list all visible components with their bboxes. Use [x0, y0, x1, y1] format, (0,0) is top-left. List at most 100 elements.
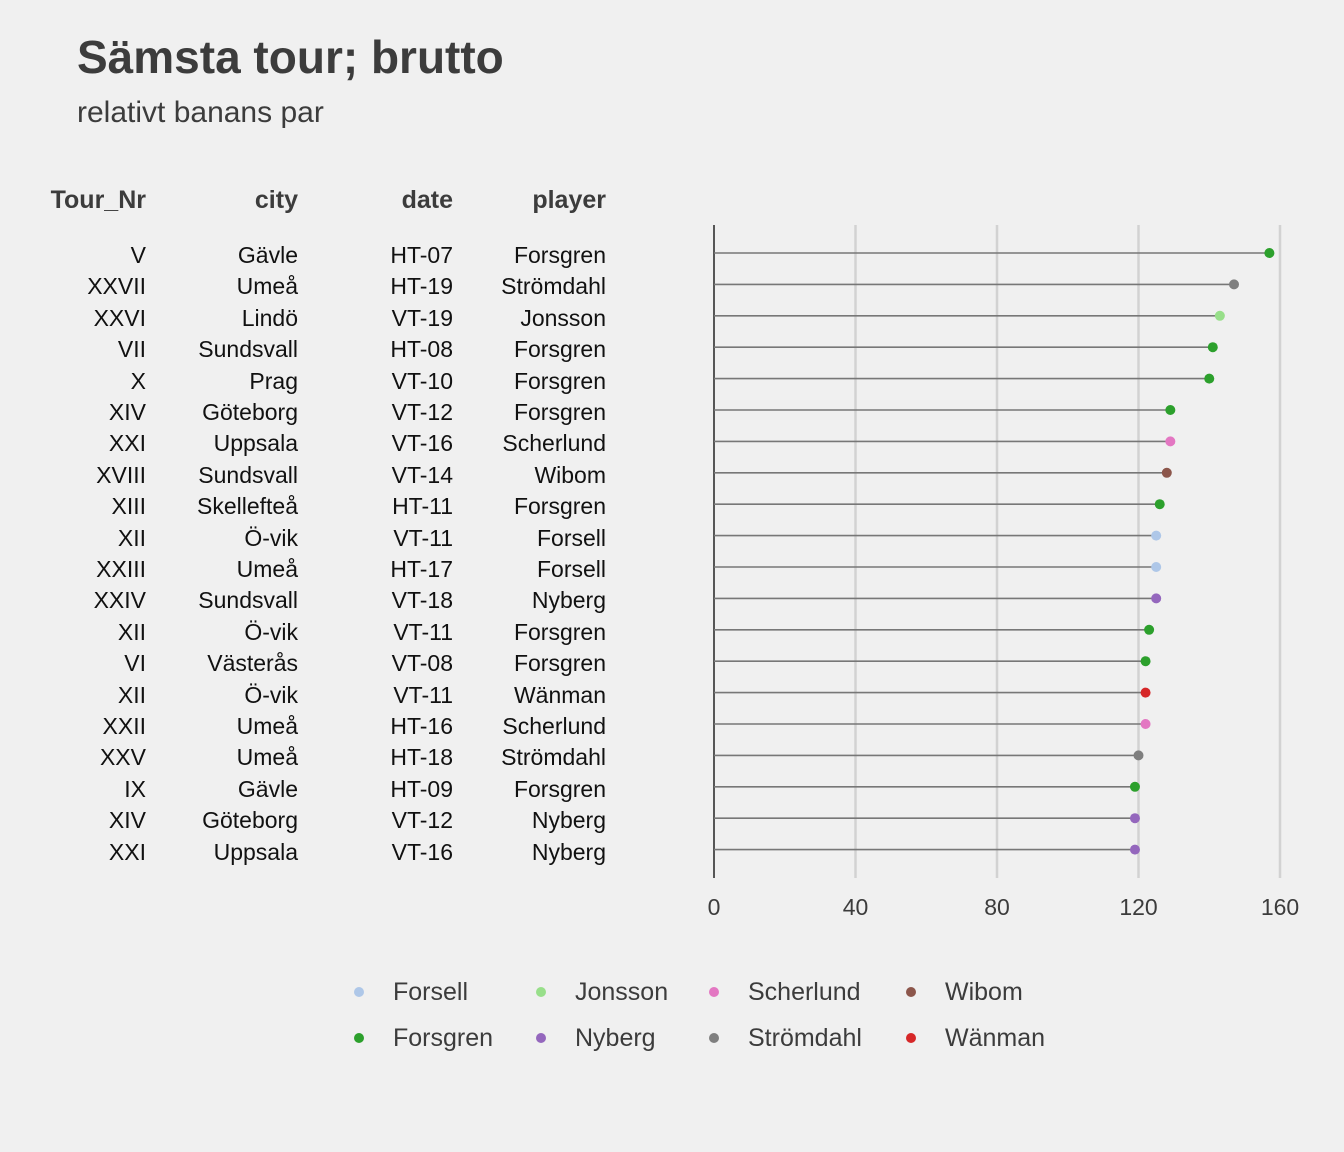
- cell-tour-nr: XVIII: [96, 461, 146, 488]
- lollipop-point: [1165, 436, 1176, 447]
- legend-swatch: [536, 987, 546, 997]
- lollipop-point: [1129, 844, 1140, 855]
- legend-swatch: [536, 1033, 546, 1043]
- cell-player: Wänman: [513, 681, 606, 708]
- cell-player: Scherlund: [502, 713, 606, 739]
- cell-date: VT-12: [391, 399, 453, 425]
- lollipop-point: [1151, 530, 1162, 541]
- cell-player: Forsgren: [513, 336, 606, 363]
- cell-date: VT-11: [393, 681, 453, 708]
- cell-date: VT-10: [391, 367, 453, 394]
- cell-player: Forsell: [536, 556, 606, 582]
- cell-tour-nr: IX: [124, 775, 146, 802]
- cell-player: Wibom: [534, 461, 606, 488]
- cell-date: VT-19: [391, 304, 453, 331]
- cell-player: Nyberg: [531, 587, 606, 614]
- cell-date: VT-08: [391, 650, 453, 677]
- cell-date: HT-07: [390, 242, 453, 268]
- cell-tour-nr: XXVI: [93, 304, 146, 331]
- cell-city: Sundsvall: [198, 587, 298, 614]
- x-tick-label: 40: [843, 894, 869, 920]
- lollipop-point: [1264, 248, 1275, 258]
- cell-player: Jonsson: [520, 304, 606, 331]
- lollipop-point: [1140, 687, 1151, 698]
- lollipop-point: [1140, 719, 1151, 729]
- legend-swatch: [709, 987, 719, 997]
- cell-city: Sundsvall: [198, 336, 298, 363]
- legend-item: Forsell: [354, 972, 468, 1012]
- cell-tour-nr: V: [130, 242, 146, 268]
- legend-label: Wänman: [945, 1023, 1046, 1052]
- cell-tour-nr: XII: [117, 681, 146, 708]
- cell-tour-nr: X: [130, 367, 146, 394]
- cell-player: Forsgren: [513, 367, 606, 394]
- cell-date: HT-08: [390, 336, 453, 363]
- legend-item: Jonsson: [536, 972, 668, 1012]
- lollipop-point: [1133, 750, 1144, 761]
- legend-swatch: [354, 987, 364, 997]
- cell-tour-nr: VI: [124, 650, 146, 677]
- legend-label: Scherlund: [748, 977, 861, 1006]
- legend-swatch: [906, 987, 916, 997]
- cell-city: Sundsvall: [198, 461, 298, 488]
- cell-date: HT-09: [390, 775, 453, 802]
- x-tick-label: 80: [984, 894, 1010, 920]
- x-tick-label: 0: [708, 894, 721, 920]
- lollipop-point: [1161, 467, 1172, 478]
- column-header-player: player: [532, 186, 606, 214]
- cell-date: VT-14: [391, 461, 453, 488]
- cell-city: Umeå: [236, 713, 298, 739]
- cell-city: Umeå: [236, 744, 298, 771]
- cell-tour-nr: XII: [117, 618, 146, 645]
- column-header-tour-nr: Tour_Nr: [50, 186, 146, 214]
- cell-player: Forsgren: [513, 399, 606, 425]
- cell-player: Scherlund: [502, 430, 606, 457]
- legend-item: Scherlund: [709, 972, 861, 1012]
- cell-tour-nr: XIV: [108, 399, 146, 425]
- lollipop-point: [1129, 781, 1140, 792]
- legend: Forsell Forsgren Jonsson Nyberg Scherlund Str…: [340, 970, 1100, 1070]
- chart-subtitle: relativt banans par: [77, 96, 324, 129]
- lollipop-point: [1151, 593, 1162, 604]
- cell-tour-nr: XIV: [108, 807, 146, 834]
- cell-tour-nr: VII: [117, 336, 146, 363]
- cell-tour-nr: XXV: [99, 744, 146, 771]
- lollipop-point: [1229, 279, 1240, 290]
- cell-date: HT-16: [390, 713, 453, 739]
- cell-tour-nr: XXVII: [87, 273, 146, 300]
- lollipop-point: [1204, 373, 1215, 384]
- cell-city: Prag: [249, 367, 298, 394]
- cell-city: Västerås: [207, 650, 298, 677]
- cell-city: Ö-vik: [244, 618, 298, 645]
- cell-date: HT-19: [390, 273, 453, 300]
- chart-title: Sämsta tour; brutto: [77, 31, 504, 83]
- cell-date: HT-18: [390, 744, 453, 771]
- cell-player: Strömdahl: [501, 744, 606, 771]
- cell-city: Göteborg: [202, 399, 298, 425]
- cell-city: Göteborg: [202, 807, 298, 834]
- legend-swatch: [906, 1033, 916, 1043]
- cell-city: Ö-vik: [244, 524, 298, 551]
- lollipop-point: [1129, 813, 1140, 824]
- legend-label: Forsell: [393, 977, 469, 1006]
- column-header-city: city: [254, 186, 298, 214]
- cell-date: VT-11: [393, 618, 453, 645]
- cell-player: Forsgren: [513, 650, 606, 677]
- cell-tour-nr: XII: [117, 524, 146, 551]
- cell-city: Uppsala: [213, 838, 298, 865]
- cell-date: HT-11: [392, 493, 453, 520]
- lollipop-point: [1154, 499, 1165, 510]
- cell-player: Forsgren: [513, 618, 606, 645]
- cell-tour-nr: XXIII: [96, 556, 146, 582]
- lollipop-point: [1214, 310, 1225, 321]
- cell-player: Forsell: [536, 524, 606, 551]
- legend-item: Wänman: [906, 1018, 1045, 1058]
- cell-player: Nyberg: [531, 807, 606, 834]
- legend-item: Strömdahl: [709, 1018, 862, 1058]
- lollipop-point: [1165, 405, 1176, 415]
- legend-label: Wibom: [945, 977, 1023, 1006]
- cell-city: Gävle: [237, 242, 298, 268]
- cell-player: Nyberg: [531, 838, 606, 865]
- cell-city: Lindö: [241, 304, 298, 331]
- cell-player: Strömdahl: [501, 273, 606, 300]
